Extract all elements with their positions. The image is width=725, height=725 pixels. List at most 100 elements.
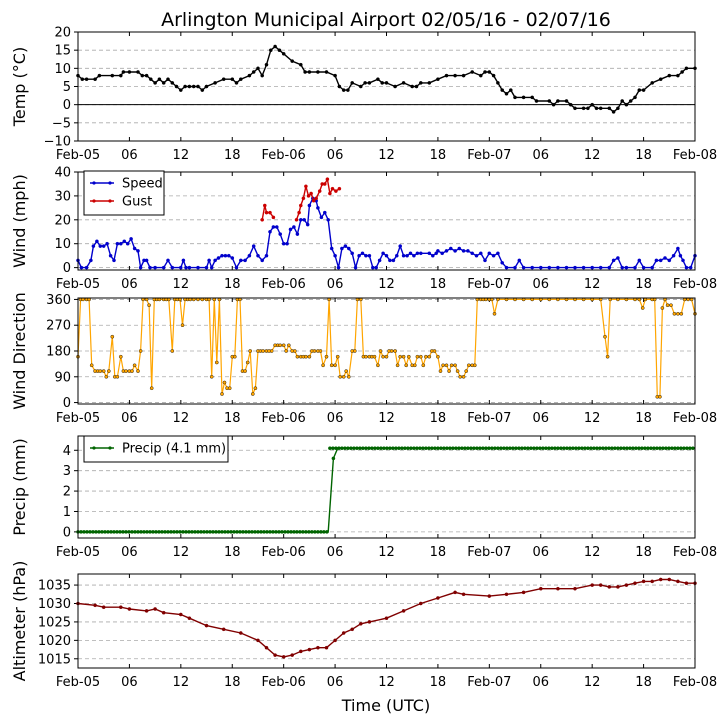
temp-data-point	[230, 77, 235, 81]
wind-data-point	[457, 246, 462, 251]
wind-legend-marker	[92, 181, 96, 185]
precip-data-point	[553, 446, 557, 451]
wind-data-point	[301, 196, 306, 201]
temp-data-point	[157, 77, 162, 81]
wind-data-point	[319, 215, 324, 220]
wind-data-point	[91, 244, 96, 248]
temp-data-point	[97, 73, 102, 78]
wind-data-point	[333, 253, 337, 258]
wind-data-point	[483, 258, 487, 263]
temp-y-tick-label: 20	[54, 26, 71, 41]
precip-data-point	[655, 446, 659, 451]
altimeter-data-point	[187, 616, 192, 621]
precip-data-point	[349, 446, 353, 451]
temp-y-tick-label: −5	[52, 116, 71, 131]
altimeter-data-point	[316, 645, 320, 650]
temp-data-point	[166, 77, 170, 81]
wind-data-point	[316, 206, 320, 210]
temp-data-point	[487, 70, 492, 74]
wind-data-point	[129, 237, 133, 241]
precip-x-tick-label: 18	[224, 545, 241, 560]
direction-data-point	[676, 311, 680, 316]
precip-data-point	[154, 530, 158, 534]
precip-data-point	[172, 530, 176, 534]
altimeter-data-point	[127, 607, 132, 611]
wind-data-point	[360, 251, 365, 256]
temp-data-point	[380, 81, 385, 85]
direction-data-point	[424, 354, 428, 359]
panel-altimeter: 1015 1020 1025 1030 1035 Feb-05 06 12 18 Feb-06 06…	[10, 561, 717, 690]
temp-x-tick-label: 12	[584, 148, 601, 163]
direction-x-tick-label: Feb-05	[56, 411, 100, 426]
temp-data-point	[307, 70, 312, 74]
precip-data-point	[583, 446, 587, 451]
temp-data-point	[140, 73, 145, 78]
precip-data-point	[568, 446, 572, 451]
precip-data-point	[109, 530, 113, 534]
temp-data-point	[196, 84, 200, 89]
direction-data-point	[250, 392, 255, 396]
temp-x-tick-label: 18	[224, 148, 241, 163]
wind-x-tick-label: Feb-07	[467, 277, 511, 292]
altimeter-data-point	[144, 609, 149, 613]
precip-data-point	[475, 446, 479, 451]
wind-x-tick-label: Feb-08	[673, 277, 717, 292]
temp-data-point	[251, 70, 256, 74]
direction-data-point	[364, 354, 368, 359]
wind-legend: Speed Gust	[83, 170, 165, 216]
precip-data-point	[334, 446, 338, 451]
direction-y-tick-label: 0	[63, 396, 71, 411]
precip-legend: Precip (4.1 mm)	[83, 435, 229, 463]
temp-data-point	[80, 77, 85, 81]
temp-data-point	[136, 70, 140, 74]
wind-data-point	[637, 258, 642, 263]
wind-legend-marker	[108, 199, 112, 203]
temp-data-point	[427, 81, 432, 85]
direction-data-point	[124, 369, 128, 373]
wind-data-point	[517, 258, 522, 263]
temp-data-point	[238, 77, 243, 81]
temp-data-point	[277, 48, 282, 53]
precip-data-point	[397, 446, 401, 451]
wind-data-point	[274, 225, 279, 229]
precip-y-tick-label: 2	[63, 485, 71, 500]
panel-temp: −10 −5 0 5 10 15 20 Feb-05 06 12 18 Feb-06 06 12 18 Feb…	[10, 26, 717, 164]
wind-data-point	[616, 256, 620, 260]
direction-data-point	[603, 334, 607, 339]
altimeter-x-tick-label: 06	[121, 675, 138, 690]
direction-data-point	[278, 343, 283, 348]
direction-data-point	[418, 354, 423, 359]
precip-data-point	[241, 530, 245, 534]
precip-data-point	[358, 446, 362, 451]
wind-data-point	[521, 265, 526, 270]
temp-data-point	[273, 44, 277, 49]
wind-data-point	[136, 249, 140, 253]
temp-data-point	[551, 102, 556, 107]
wind-data-point	[667, 258, 672, 263]
temp-data-point	[620, 99, 625, 103]
altimeter-x-tick-label: 06	[532, 675, 549, 690]
temp-x-tick-label: Feb-06	[262, 148, 306, 163]
wind-data-point	[539, 265, 543, 270]
altimeter-data-point	[290, 653, 295, 657]
wind-data-point	[325, 177, 330, 181]
altimeter-y-tick-label: 1035	[38, 579, 71, 594]
precip-data-point	[280, 530, 284, 534]
direction-data-point	[295, 354, 300, 359]
direction-data-point	[101, 369, 106, 373]
precip-data-point	[550, 446, 554, 451]
precip-data-point	[574, 446, 578, 451]
precip-data-point	[205, 530, 209, 534]
wind-data-point	[216, 256, 221, 260]
precip-data-point	[232, 530, 236, 534]
precip-data-point	[268, 530, 272, 534]
temp-data-point	[119, 73, 123, 78]
direction-data-point	[209, 374, 214, 379]
altimeter-data-point	[650, 579, 655, 584]
wind-data-point	[350, 251, 355, 256]
temp-data-point	[513, 95, 517, 100]
altimeter-x-tick-label: 12	[378, 675, 395, 690]
temp-data-point	[281, 52, 286, 56]
wind-data-point	[478, 251, 483, 256]
wind-data-point	[663, 256, 667, 260]
